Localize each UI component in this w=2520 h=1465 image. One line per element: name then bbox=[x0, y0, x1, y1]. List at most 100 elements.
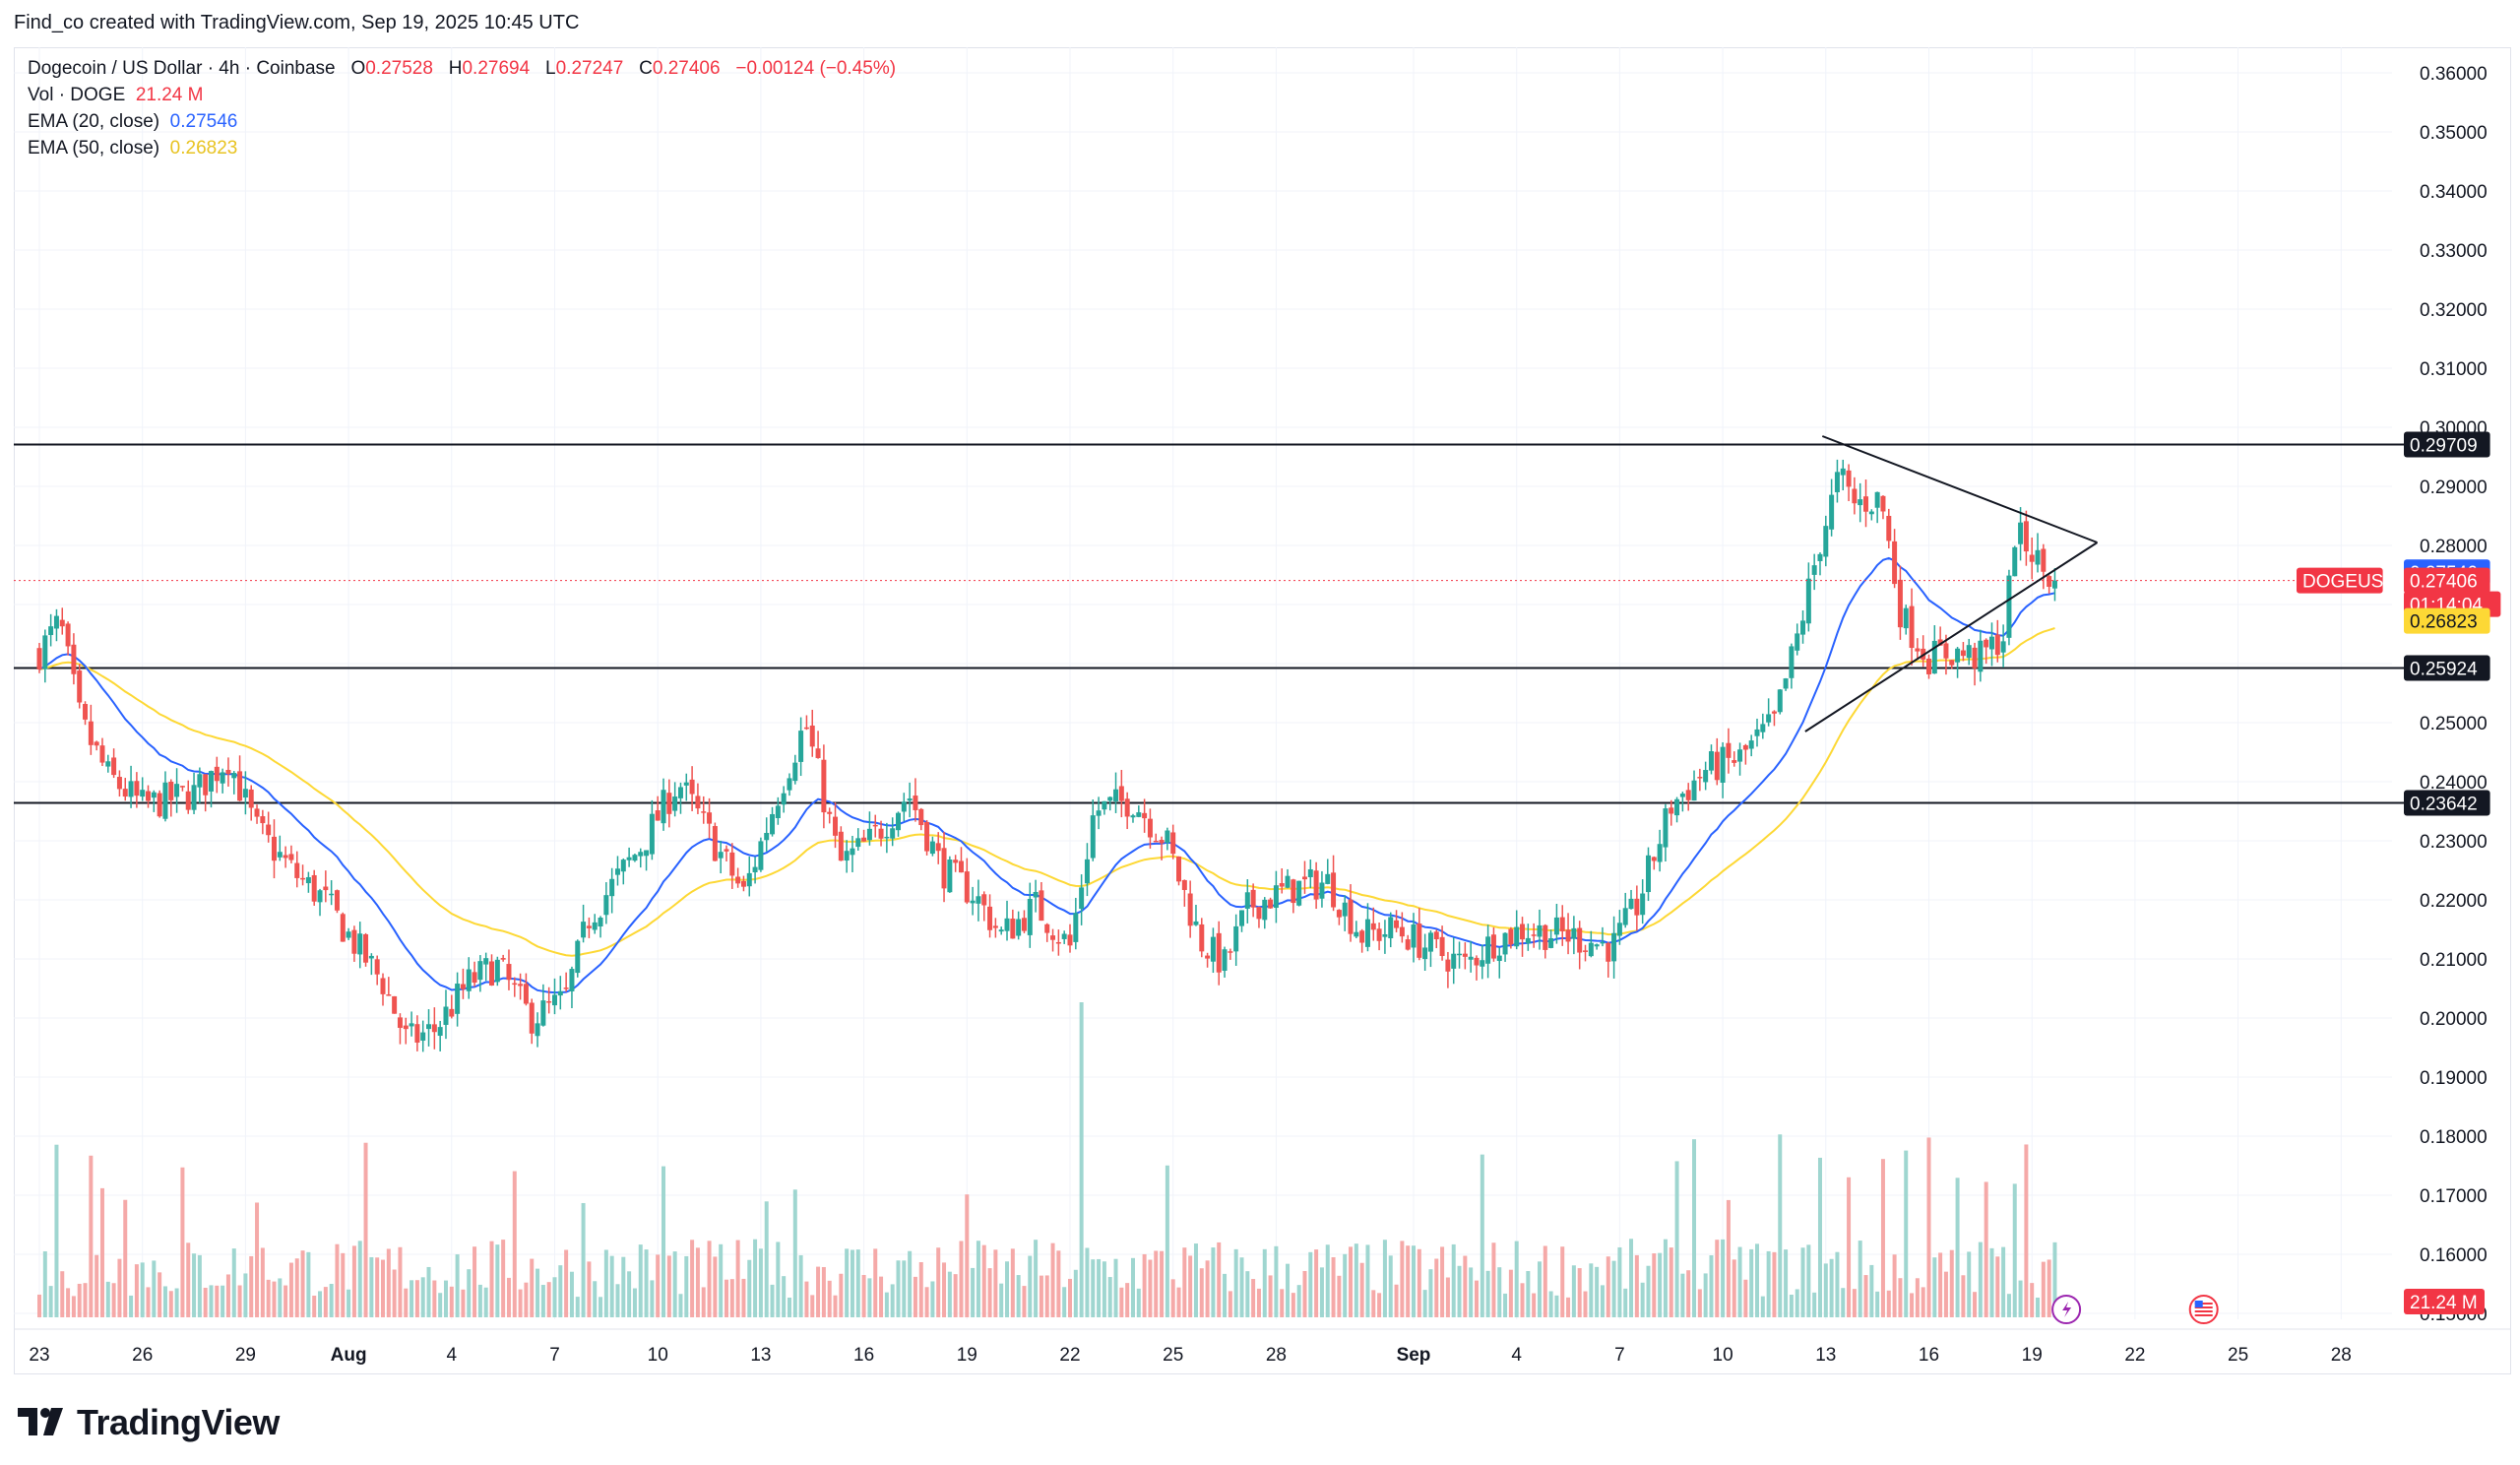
legend-volume-row[interactable]: Vol · DOGE 21.24 M bbox=[28, 82, 896, 108]
candle-body bbox=[1943, 643, 1949, 659]
candle-body bbox=[1663, 808, 1669, 848]
candle-body bbox=[666, 793, 672, 814]
volume-bar bbox=[1778, 1134, 1783, 1317]
volume-bar bbox=[1817, 1157, 1822, 1317]
volume-bar bbox=[684, 1255, 689, 1317]
level-mid-tag-bg bbox=[2404, 655, 2490, 681]
volume-bar bbox=[1674, 1161, 1679, 1317]
volume-bar bbox=[152, 1260, 157, 1317]
candle-body bbox=[1606, 942, 1611, 962]
candle-body bbox=[1537, 924, 1543, 937]
candle-body bbox=[683, 782, 689, 786]
x-tick-label: 19 bbox=[2022, 1345, 2043, 1366]
candle-body bbox=[162, 782, 168, 819]
volume-bar bbox=[1823, 1263, 1828, 1317]
volume-bar bbox=[1537, 1261, 1542, 1317]
candle-body bbox=[970, 900, 976, 904]
candle-body bbox=[437, 1027, 443, 1037]
candle-body bbox=[918, 808, 924, 826]
volume-bar bbox=[1973, 1292, 1978, 1317]
candle-body bbox=[913, 796, 918, 810]
candle-body bbox=[414, 1024, 420, 1043]
volume-bar bbox=[1365, 1244, 1370, 1317]
legend-ema50-row[interactable]: EMA (50, close) 0.26823 bbox=[28, 135, 896, 161]
candle-body bbox=[803, 727, 809, 730]
candle-body bbox=[1187, 893, 1193, 926]
candle-body bbox=[1892, 541, 1898, 585]
volume-bar bbox=[180, 1167, 185, 1317]
candle-body bbox=[958, 860, 964, 873]
candle-body bbox=[197, 774, 203, 788]
volume-bar bbox=[930, 1281, 935, 1317]
y-tick-label: 0.18000 bbox=[2420, 1127, 2488, 1148]
candle-body bbox=[1364, 919, 1370, 947]
candle-body bbox=[1079, 887, 1085, 910]
volume-bar bbox=[1640, 1282, 1645, 1317]
volume-bar bbox=[312, 1295, 317, 1317]
candle-body bbox=[1102, 800, 1107, 810]
legend-ema20-row[interactable]: EMA (20, close) 0.27546 bbox=[28, 108, 896, 135]
candle-body bbox=[661, 790, 666, 824]
triangle-lower-line[interactable] bbox=[1804, 541, 2099, 732]
volume-bar bbox=[1526, 1271, 1531, 1317]
volume-bar bbox=[536, 1268, 540, 1317]
triangle-upper-line[interactable] bbox=[1821, 435, 2098, 543]
candle-body bbox=[1651, 857, 1657, 861]
y-tick-label: 0.21000 bbox=[2420, 950, 2488, 971]
volume-bar bbox=[1543, 1245, 1547, 1317]
volume-bar bbox=[1044, 1275, 1049, 1317]
candle-body bbox=[638, 852, 644, 857]
candle-body bbox=[1153, 840, 1159, 843]
volume-bar bbox=[1858, 1241, 1862, 1317]
volume-bar bbox=[1005, 1261, 1010, 1317]
candle-body bbox=[426, 1024, 432, 1030]
candle-body bbox=[586, 925, 592, 928]
volume-bar bbox=[192, 1253, 197, 1317]
open-label: O bbox=[350, 58, 366, 79]
candle-body bbox=[1514, 926, 1520, 947]
volume-bar bbox=[879, 1276, 884, 1317]
volume-bar bbox=[1406, 1245, 1411, 1317]
event-us-flag-icon[interactable] bbox=[2188, 1295, 2219, 1324]
legend-symbol-row[interactable]: Dogecoin / US Dollar · 4h · Coinbase O0.… bbox=[28, 55, 896, 82]
candle-body bbox=[523, 984, 529, 1004]
candle-body bbox=[242, 789, 248, 798]
candle-body bbox=[884, 836, 890, 839]
volume-bar bbox=[1743, 1279, 1748, 1317]
candle-body bbox=[1216, 932, 1222, 973]
symbol-title[interactable]: Dogecoin / US Dollar · 4h · Coinbase bbox=[28, 58, 336, 79]
candle-body bbox=[134, 781, 140, 796]
volume-value: 21.24 M bbox=[135, 85, 204, 105]
volume-bar bbox=[798, 1254, 803, 1317]
candle-body bbox=[1319, 882, 1325, 899]
candle-body bbox=[1445, 959, 1451, 972]
candle-body bbox=[1742, 744, 1748, 750]
chart-legend: Dogecoin / US Dollar · 4h · Coinbase O0.… bbox=[28, 55, 896, 161]
volume-bar bbox=[2024, 1144, 2029, 1317]
candle-body bbox=[844, 851, 850, 861]
candle-body bbox=[815, 748, 821, 758]
volume-bar bbox=[1915, 1278, 1920, 1317]
candle-body bbox=[1433, 931, 1439, 940]
candle-body bbox=[838, 831, 844, 861]
volume-bar bbox=[1354, 1243, 1358, 1317]
volume-bar bbox=[729, 1279, 734, 1317]
candle-body bbox=[1674, 798, 1680, 816]
y-tick-label: 0.17000 bbox=[2420, 1186, 2488, 1207]
level-low-tag: 0.23642 bbox=[2410, 794, 2478, 814]
candle-body bbox=[677, 787, 683, 798]
y-tick-label: 0.23000 bbox=[2420, 832, 2488, 853]
candle-body bbox=[1811, 565, 1817, 575]
volume-bar bbox=[1223, 1273, 1228, 1317]
candle-body bbox=[718, 852, 724, 859]
candle-body bbox=[146, 791, 152, 801]
volume-bar bbox=[953, 1274, 958, 1317]
candle-body bbox=[472, 972, 477, 984]
candle-body bbox=[907, 798, 913, 801]
candle-body bbox=[1628, 898, 1634, 910]
flag-stripe-icon bbox=[2194, 1310, 2213, 1312]
volume-bar bbox=[1772, 1251, 1777, 1317]
candle-body bbox=[1165, 830, 1170, 843]
candle-body bbox=[380, 978, 386, 994]
